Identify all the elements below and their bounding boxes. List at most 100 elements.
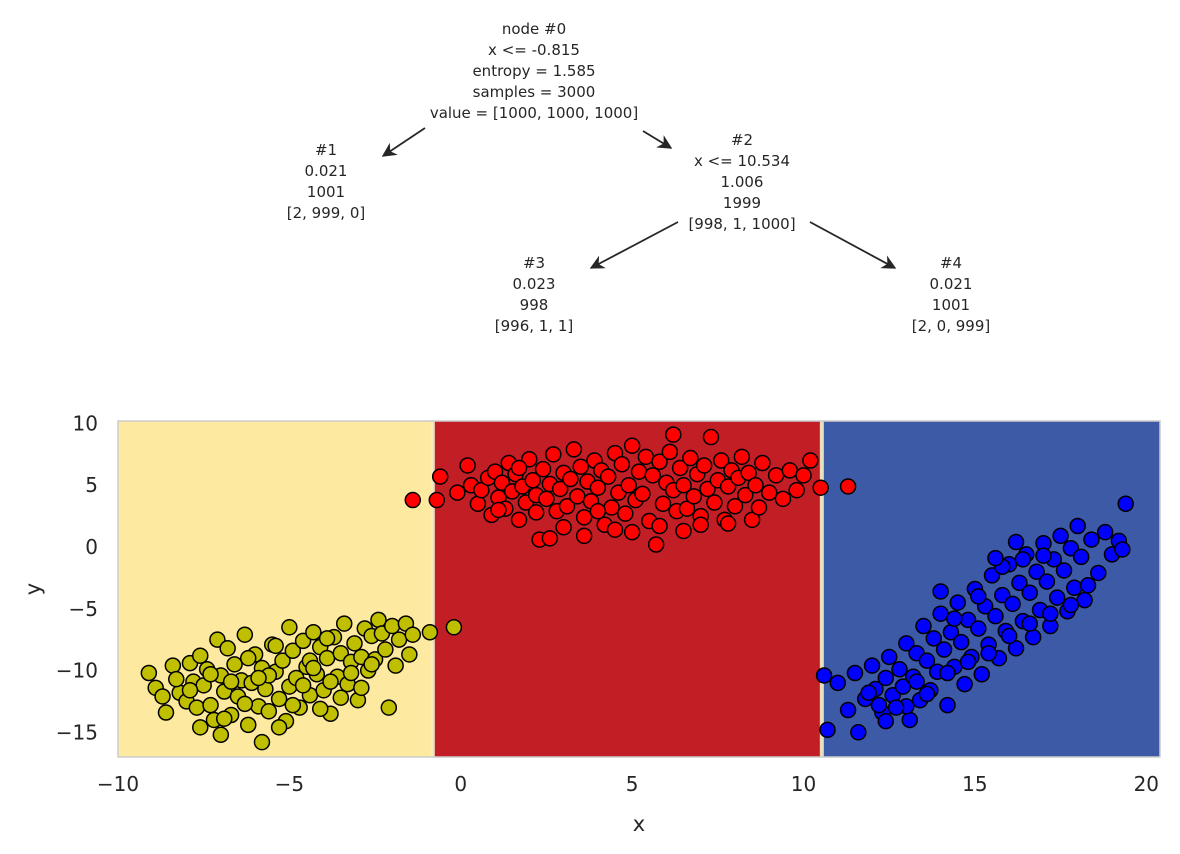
x-tick-label: 10	[791, 772, 816, 796]
x-tick-label: 5	[626, 772, 639, 796]
scatter-point	[942, 623, 960, 641]
scatter-point	[973, 665, 991, 683]
decision-boundary-0	[430, 421, 435, 757]
scatter-point	[240, 716, 257, 734]
scatter-point	[253, 733, 271, 751]
scatter-point	[305, 659, 322, 677]
decision-regions	[118, 421, 1160, 757]
scatter-point	[747, 476, 764, 494]
scatter-point	[339, 675, 356, 693]
scatter-point	[990, 649, 1008, 667]
scatter-point	[558, 497, 576, 515]
scatter-point	[1035, 535, 1052, 552]
scatter-point	[383, 617, 401, 635]
scatter-point	[233, 672, 250, 689]
scatter-point	[1042, 617, 1059, 635]
scatter-point	[1035, 547, 1052, 564]
scatter-point	[959, 653, 977, 671]
tree-node-line: entropy = 1.585	[472, 62, 595, 80]
tree-edges	[381, 127, 897, 269]
scatter-point	[185, 673, 202, 690]
tree-node-line: #1	[315, 141, 337, 159]
scatter-point	[692, 516, 709, 534]
scatter-point	[788, 481, 805, 499]
scatter-point	[1096, 523, 1114, 541]
scatter-point	[284, 696, 302, 714]
scatter-point	[250, 669, 267, 687]
scatter-point	[315, 682, 332, 699]
scatter-points	[140, 426, 1134, 751]
scatter-point	[802, 452, 819, 469]
scatter-point	[445, 619, 463, 636]
scatter-point	[685, 488, 703, 505]
scatter-point	[404, 491, 422, 509]
scatter-point	[939, 696, 956, 714]
scatter-point	[281, 619, 298, 636]
scatter-point	[538, 490, 555, 508]
scatter-point	[894, 678, 912, 695]
scatter-point	[901, 711, 919, 729]
scatter-point	[603, 499, 620, 516]
scatter-point	[1031, 601, 1049, 619]
scatter-point	[294, 632, 312, 650]
scatter-point	[658, 474, 675, 492]
scatter-point	[874, 704, 891, 721]
scatter-point	[342, 664, 360, 682]
decision-tree: node #0 x <= -0.815 entropy = 1.585 samples…	[287, 20, 991, 335]
scatter-point	[887, 699, 905, 716]
scatter-point	[157, 704, 175, 721]
scatter-point	[171, 684, 188, 702]
scatter-point	[1090, 564, 1107, 582]
scatter-point	[829, 674, 847, 692]
scatter-point	[1103, 546, 1121, 563]
scatter-point	[274, 652, 291, 669]
scatter-point	[404, 626, 422, 643]
scatter-point	[212, 667, 230, 684]
scatter-point	[911, 691, 929, 709]
scatter-point	[181, 654, 199, 672]
x-axis-label: x	[633, 812, 645, 836]
scatter-point	[733, 448, 751, 466]
scatter-point	[154, 688, 171, 705]
scatter-point	[1117, 495, 1134, 513]
scatter-point	[243, 674, 260, 692]
scatter-point	[641, 512, 658, 530]
scatter-point	[250, 698, 267, 715]
scatter-point	[870, 696, 888, 714]
scatter-point	[483, 506, 500, 524]
scatter-point	[617, 505, 634, 522]
scatter-point	[647, 536, 665, 553]
tree-edge-2-4	[809, 221, 897, 269]
scatter-point	[939, 664, 956, 682]
scatter-point	[932, 605, 949, 622]
scatter-point	[623, 437, 641, 454]
scatter-point	[493, 474, 511, 492]
scatter-point	[318, 649, 336, 667]
scatter-point	[490, 489, 507, 506]
scatter-point	[390, 631, 408, 648]
tree-node-line: 1.006	[721, 173, 764, 191]
scatter-point	[140, 664, 158, 682]
scatter-point	[555, 464, 572, 482]
scatter-point	[706, 494, 723, 511]
y-tick-label: −15	[56, 720, 98, 744]
scatter-point	[363, 627, 380, 645]
scatter-point	[335, 615, 353, 632]
scatter-point	[613, 455, 631, 473]
scatter-point	[565, 441, 583, 458]
scatter-point	[1066, 579, 1083, 597]
scatter-point	[891, 661, 908, 678]
scatter-point	[740, 464, 757, 482]
tree-node-line: x <= 10.534	[694, 152, 790, 170]
tree-node-line: [996, 1, 1]	[495, 317, 574, 335]
scatter-point	[202, 665, 219, 683]
scatter-point	[675, 522, 692, 540]
scatter-point	[1014, 612, 1032, 630]
scatter-point	[346, 635, 363, 652]
scatter-point	[168, 670, 185, 688]
scatter-point	[928, 663, 946, 681]
scatter-point	[240, 649, 257, 667]
scatter-point	[946, 610, 963, 627]
scatter-point	[987, 549, 1004, 567]
scatter-point	[479, 469, 497, 487]
